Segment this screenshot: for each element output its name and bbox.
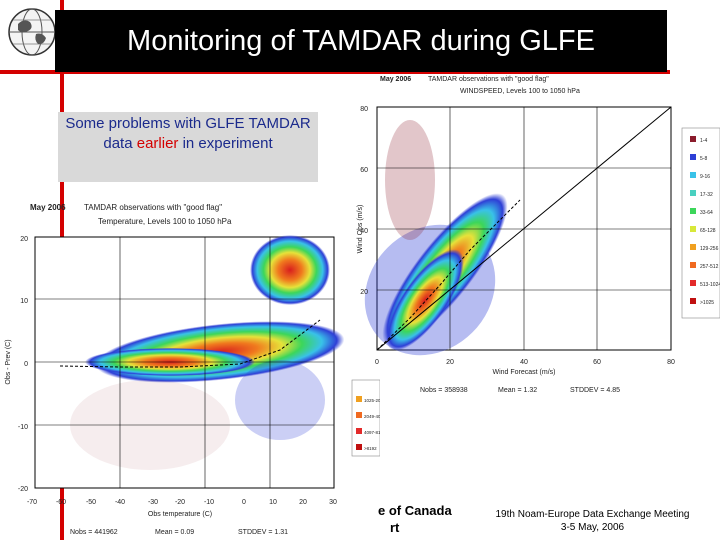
legend-swatch: [690, 244, 696, 250]
legend-swatch: [356, 444, 362, 450]
wind-y-axis-label: Wind Obs (m/s): [357, 205, 364, 254]
red-horizontal-rule: [0, 70, 670, 74]
temp-stddev: STDDEV = 1.31: [238, 529, 288, 536]
temp-x-tick: 10: [269, 499, 277, 506]
note-text: Some problems with GLFE TAMDAR data: [65, 115, 311, 152]
temp-x-tick: -60: [56, 499, 66, 506]
temp-y-tick: 20: [20, 236, 28, 243]
wind-color-legend: 1-4 5-8 9-16 17-32 33-64 65-128 129-256 …: [681, 127, 720, 319]
legend-label: 17-32: [700, 192, 713, 198]
temp-subtitle: Temperature, Levels 100 to 1050 hPa: [98, 217, 232, 226]
temp-x-tick: -70: [27, 499, 37, 506]
temp-x-tick: 20: [299, 499, 307, 506]
legend-swatch: [356, 396, 362, 402]
legend-label: 5-8: [700, 156, 707, 162]
legend-swatch: [356, 428, 362, 434]
legend-label: 1-4: [700, 138, 707, 144]
wind-mean: Mean = 1.32: [498, 387, 537, 394]
legend-swatch: [690, 262, 696, 268]
legend-label: >8192: [364, 446, 377, 451]
legend-label: >1025: [700, 300, 714, 306]
wind-x-tick: 0: [375, 359, 379, 366]
wind-x-tick: 60: [593, 359, 601, 366]
temp-y-axis-label: Obs - Prev (C): [5, 339, 12, 384]
slide-title: Monitoring of TAMDAR during GLFE: [55, 10, 667, 72]
note-highlight: earlier: [136, 135, 179, 152]
temp-x-tick: -10: [204, 499, 214, 506]
globe-logo-icon: [8, 8, 56, 56]
temp-y-tick: 10: [20, 298, 28, 305]
temp-x-tick: -50: [86, 499, 96, 506]
problem-note-box: Some problems with GLFE TAMDAR data earl…: [58, 112, 318, 182]
wind-y-tick: 20: [360, 289, 368, 296]
wind-y-tick: 60: [360, 167, 368, 174]
legend-swatch: [690, 190, 696, 196]
legend-label: 1025-2048: [364, 398, 380, 403]
temp-mean: Mean = 0.09: [155, 529, 194, 536]
wind-x-axis-label: Wind Forecast (m/s): [492, 369, 555, 376]
legend-swatch: [690, 154, 696, 160]
wind-y-tick: 80: [360, 106, 368, 113]
wind-y-tick: 40: [360, 228, 368, 235]
wind-subtitle: WINDSPEED, Levels 100 to 1050 hPa: [460, 88, 580, 95]
legend-swatch: [690, 226, 696, 232]
windspeed-density-plot: 80 60 40 20 0 20 40 60 80 Wind Forecast …: [357, 76, 720, 394]
wind-nobs: Nobs = 358938: [420, 387, 468, 394]
legend-swatch: [690, 298, 696, 304]
legend-label: 2049-4096: [364, 414, 380, 419]
temp-color-legend: 1025-2048 2049-4096 4097-8192 >8192: [351, 379, 380, 457]
wind-header-month: May 2006: [380, 76, 411, 83]
temp-header-desc: TAMDAR observations with "good flag": [84, 203, 222, 212]
temp-x-axis-label: Obs temperature (C): [148, 511, 212, 518]
legend-swatch: [690, 280, 696, 286]
legend-label: 65-128: [700, 228, 716, 234]
legend-label: 4097-8192: [364, 430, 380, 435]
legend-label: 257-512: [700, 264, 719, 270]
note-text-end: in experiment: [178, 135, 273, 152]
footer-organization-line2: rt: [390, 520, 400, 535]
temp-x-tick: 30: [329, 499, 337, 506]
legend-swatch: [690, 208, 696, 214]
temp-y-tick: -10: [18, 424, 28, 431]
legend-swatch: [690, 172, 696, 178]
temp-y-tick: 0: [24, 361, 28, 368]
legend-label: 33-64: [700, 210, 713, 216]
temp-nobs: Nobs = 441962: [70, 529, 118, 536]
legend-swatch: [690, 136, 696, 142]
wind-header-desc: TAMDAR observations with "good flag": [428, 76, 549, 83]
temp-header-month: May 2006: [30, 203, 66, 212]
wind-stddev: STDDEV = 4.85: [570, 387, 620, 394]
legend-label: 9-16: [700, 174, 710, 180]
footer-meeting-date: 3-5 May, 2006: [560, 522, 625, 533]
temp-x-tick: 0: [242, 499, 246, 506]
footer-organization: e of Canada: [378, 503, 452, 518]
legend-label: 129-256: [700, 246, 719, 252]
legend-swatch: [356, 412, 362, 418]
footer-meeting: 19th Noam-Europe Data Exchange Meeting 3…: [490, 508, 695, 534]
temp-x-tick: -20: [175, 499, 185, 506]
temp-y-tick: -20: [18, 486, 28, 493]
wind-x-tick: 40: [520, 359, 528, 366]
temperature-density-plot: 20 10 0 -10 -20 -70 -60 -50 -40 -30 -20 …: [5, 203, 380, 536]
temp-x-tick: -40: [115, 499, 125, 506]
legend-label: 513-1024: [700, 282, 720, 288]
footer-meeting-name: 19th Noam-Europe Data Exchange Meeting: [495, 509, 690, 520]
wind-x-tick: 20: [446, 359, 454, 366]
wind-x-tick: 80: [667, 359, 675, 366]
temp-x-tick: -30: [148, 499, 158, 506]
